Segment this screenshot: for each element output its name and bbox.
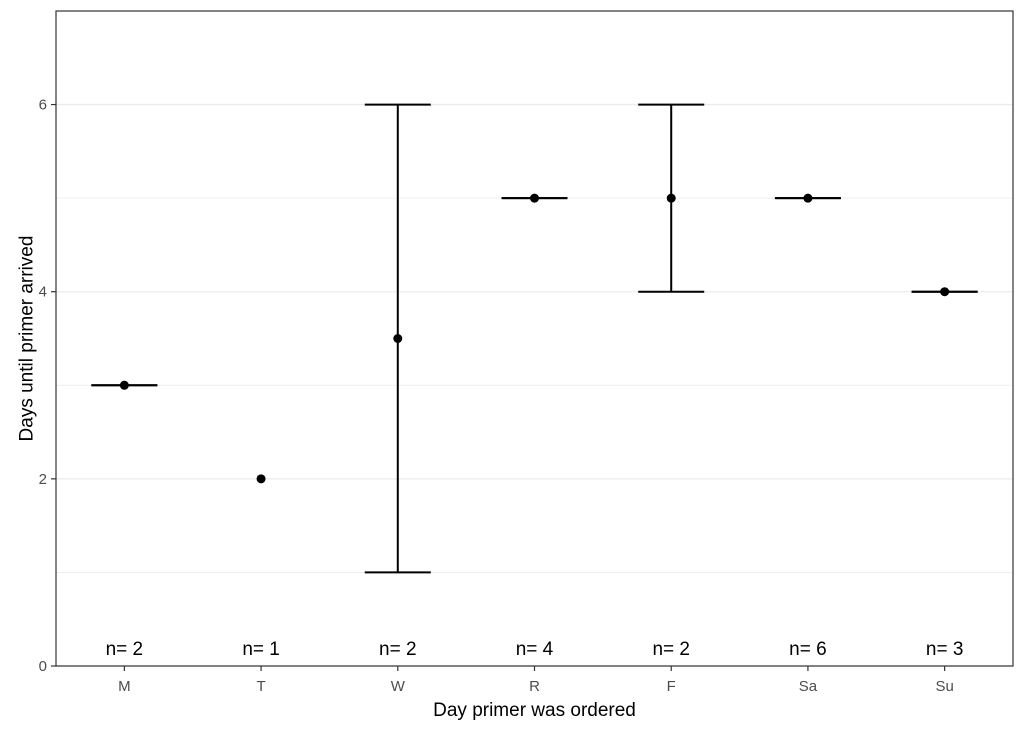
x-tick-label-W: W: [391, 678, 406, 695]
x-tick-label-M: M: [118, 678, 131, 695]
panel-border: [55, 10, 1014, 667]
x-tick-label-R: R: [529, 678, 540, 695]
n-label-Sa: n= 6: [789, 639, 827, 660]
errorbar-layer: [91, 103, 978, 574]
y-tick-label: 0: [39, 658, 47, 675]
y-axis-title: Days until primer arrived: [17, 236, 38, 442]
y-axis: 0 2 4 6: [39, 97, 56, 675]
y-tick-label: 2: [39, 471, 47, 488]
point-T: [256, 474, 266, 484]
y-tick-label: 4: [39, 284, 47, 301]
point-layer: [119, 193, 950, 484]
point-F: [666, 193, 676, 203]
n-label-T: n= 1: [242, 639, 280, 660]
y-tick-label: 6: [39, 97, 47, 114]
x-tick-label-T: T: [256, 678, 265, 695]
point-W: [393, 334, 403, 343]
n-label-R: n= 4: [516, 639, 554, 660]
point-Sa: [803, 193, 813, 203]
x-axis: M T W R F Sa Su: [118, 666, 954, 695]
point-M: [119, 380, 129, 390]
point-R: [530, 193, 539, 203]
n-label-layer: n= 2 n= 1 n= 2 n= 4 n= 2 n= 6 n= 3: [106, 639, 964, 660]
point-Su: [940, 287, 950, 297]
x-tick-label-Su: Su: [935, 678, 953, 695]
n-label-M: n= 2: [106, 639, 144, 660]
n-label-F: n= 2: [652, 639, 690, 660]
grid-layer: [56, 10, 1013, 667]
n-label-Su: n= 3: [926, 639, 964, 660]
x-tick-label-Sa: Sa: [799, 678, 818, 695]
n-label-W: n= 2: [379, 639, 417, 660]
x-tick-label-F: F: [667, 678, 676, 695]
x-axis-title: Day primer was ordered: [433, 700, 636, 721]
